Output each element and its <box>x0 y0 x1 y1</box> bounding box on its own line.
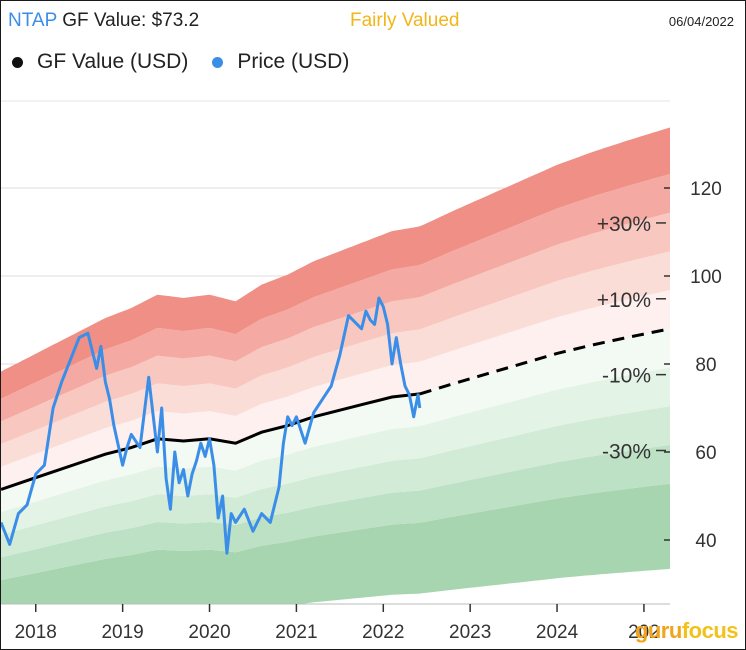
y-axis-ticks: 40 60 80 100 120 <box>664 179 722 552</box>
x-tick-label: 2023 <box>449 622 491 643</box>
chart-legend: GF Value (USD) Price (USD) <box>12 50 373 74</box>
band-label: -30% <box>602 441 651 464</box>
legend-label-gf-value: GF Value (USD) <box>37 50 189 73</box>
band-under-5 <box>1 328 670 513</box>
legend-item-price[interactable]: Price (USD) <box>212 50 349 74</box>
y-tick-label: 120 <box>690 179 722 200</box>
band-over-3 <box>1 212 670 445</box>
x-tick-label: 2019 <box>101 622 143 643</box>
legend-label-price: Price (USD) <box>237 50 350 73</box>
x-tick-label: 2024 <box>536 622 579 643</box>
x-axis-ticks: 2018 2019 2020 2021 2022 2023 2024 202 <box>15 604 660 643</box>
ticker-symbol[interactable]: NTAP <box>8 10 57 31</box>
band-over-4 <box>1 173 670 422</box>
band-label: +30% <box>597 213 651 236</box>
black-dot-icon <box>12 56 23 68</box>
legend-item-gf-value[interactable]: GF Value (USD) <box>12 50 188 74</box>
y-tick-label: 80 <box>695 355 716 376</box>
as-of-date: 06/04/2022 <box>668 14 734 29</box>
chart-header: NTAP GF Value: $73.2 <box>8 10 199 32</box>
price-line[interactable] <box>1 296 422 555</box>
y-tick-label: 100 <box>690 267 722 288</box>
gurufocus-logo: gurufocus <box>634 618 739 643</box>
blue-dot-icon <box>212 56 224 68</box>
band-label: +10% <box>597 289 651 312</box>
value-bands <box>1 127 670 604</box>
gf-value-projection-line[interactable] <box>419 327 670 396</box>
x-tick-label: 202 <box>628 622 660 643</box>
band-label: -10% <box>602 365 651 388</box>
y-tick-label: 40 <box>695 531 716 552</box>
band-over-5 <box>1 127 670 399</box>
y-tick-label: 60 <box>695 443 716 464</box>
valuation-status: Fairly Valued <box>350 10 460 31</box>
x-tick-label: 2020 <box>188 622 230 643</box>
band-under-1 <box>1 483 670 604</box>
band-labels: +30% +10% -10% -30% <box>597 213 666 464</box>
band-under-2 <box>1 445 670 580</box>
gf-value-text: GF Value: $73.2 <box>62 10 200 31</box>
x-tick-label: 2022 <box>362 622 404 643</box>
band-over-2 <box>1 251 670 467</box>
band-under-3 <box>1 406 670 558</box>
series-lines <box>1 296 670 555</box>
x-tick-label: 2021 <box>275 622 317 643</box>
x-tick-label: 2018 <box>15 622 57 643</box>
